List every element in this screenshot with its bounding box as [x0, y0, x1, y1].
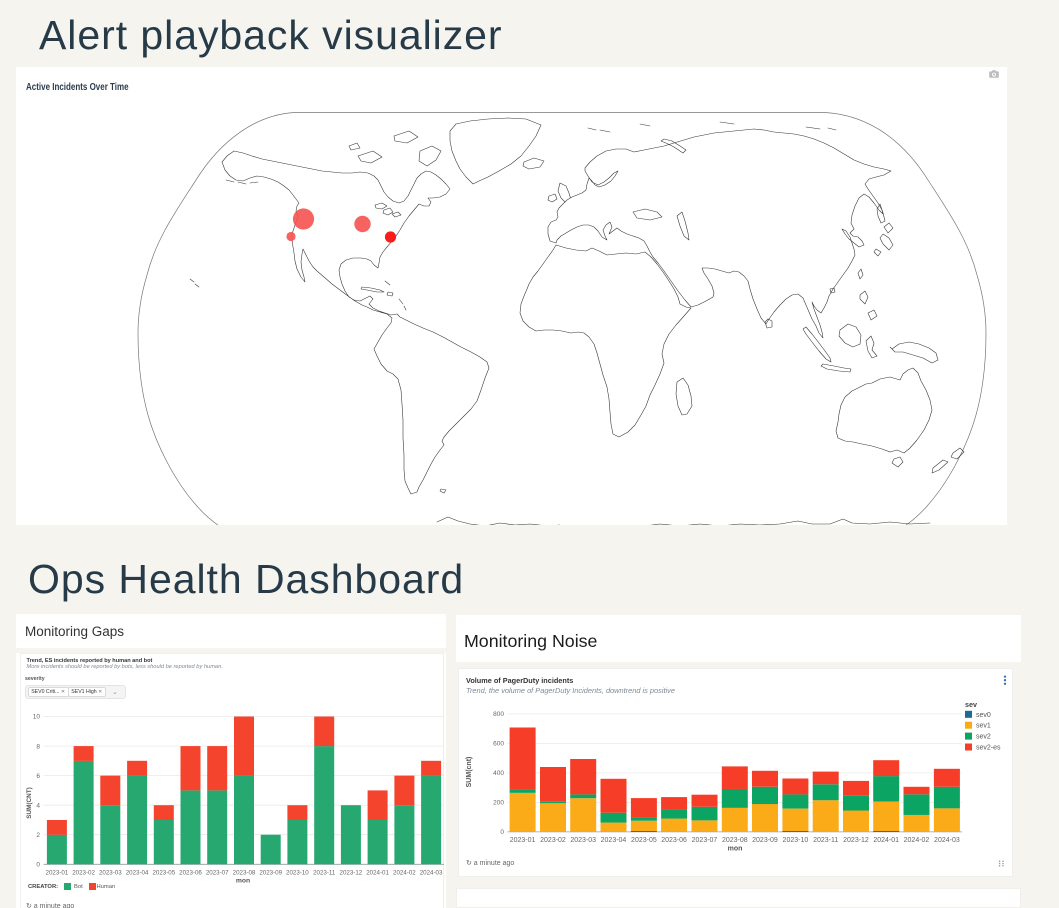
- svg-text:2023-08: 2023-08: [233, 870, 256, 877]
- svg-text:2023-02: 2023-02: [540, 837, 566, 844]
- svg-text:2023-11: 2023-11: [313, 870, 336, 877]
- svg-text:2023-10: 2023-10: [783, 837, 809, 844]
- svg-text:2023-07: 2023-07: [206, 870, 229, 877]
- svg-text:0: 0: [500, 829, 504, 836]
- svg-text:2024-02: 2024-02: [393, 870, 416, 877]
- svg-text:2024-03: 2024-03: [420, 870, 443, 877]
- svg-text:2024-01: 2024-01: [366, 870, 389, 877]
- svg-text:800: 800: [493, 711, 504, 718]
- svg-text:2024-02: 2024-02: [904, 837, 930, 844]
- svg-text:sev: sev: [965, 700, 977, 709]
- svg-text:2023-08: 2023-08: [722, 837, 748, 844]
- svg-text:2023-05: 2023-05: [152, 870, 175, 877]
- svg-text:2023-11: 2023-11: [813, 837, 838, 844]
- svg-text:SUM(CNT): SUM(CNT): [26, 787, 33, 819]
- svg-text:2023-10: 2023-10: [286, 870, 309, 877]
- svg-text:0: 0: [36, 862, 40, 869]
- svg-text:2023-06: 2023-06: [661, 837, 687, 844]
- svg-text:sev0: sev0: [976, 712, 991, 719]
- svg-text:2023-04: 2023-04: [601, 837, 627, 844]
- svg-text:2024-01: 2024-01: [873, 837, 899, 844]
- svg-text:2023-02: 2023-02: [72, 870, 95, 877]
- svg-text:2023-12: 2023-12: [843, 837, 869, 844]
- svg-text:4: 4: [36, 802, 40, 809]
- svg-text:8: 8: [36, 743, 40, 750]
- svg-text:2023-09: 2023-09: [259, 870, 282, 877]
- svg-text:SUM(cnt): SUM(cnt): [466, 757, 473, 788]
- svg-text:sev2: sev2: [976, 734, 991, 741]
- svg-text:2023-03: 2023-03: [99, 870, 122, 877]
- svg-text:2023-01: 2023-01: [46, 870, 69, 877]
- svg-text:6: 6: [36, 773, 40, 780]
- svg-text:10: 10: [33, 714, 41, 721]
- svg-text:2023-06: 2023-06: [179, 870, 202, 877]
- svg-text:2023-04: 2023-04: [126, 870, 149, 877]
- svg-text:2023-07: 2023-07: [692, 837, 718, 844]
- svg-text:2023-01: 2023-01: [510, 837, 536, 844]
- svg-text:mon: mon: [728, 846, 743, 853]
- svg-text:600: 600: [493, 741, 504, 748]
- svg-text:2023-09: 2023-09: [752, 837, 778, 844]
- svg-text:2023-05: 2023-05: [631, 837, 657, 844]
- svg-text:2023-12: 2023-12: [340, 870, 363, 877]
- svg-text:sev2-es: sev2-es: [976, 745, 1001, 752]
- svg-text:mon: mon: [236, 878, 250, 885]
- svg-text:sev1: sev1: [976, 723, 991, 730]
- svg-text:2024-03: 2024-03: [934, 837, 960, 844]
- svg-text:200: 200: [493, 800, 504, 807]
- svg-text:2023-03: 2023-03: [570, 837, 596, 844]
- svg-text:400: 400: [493, 770, 504, 777]
- svg-text:2: 2: [36, 832, 40, 839]
